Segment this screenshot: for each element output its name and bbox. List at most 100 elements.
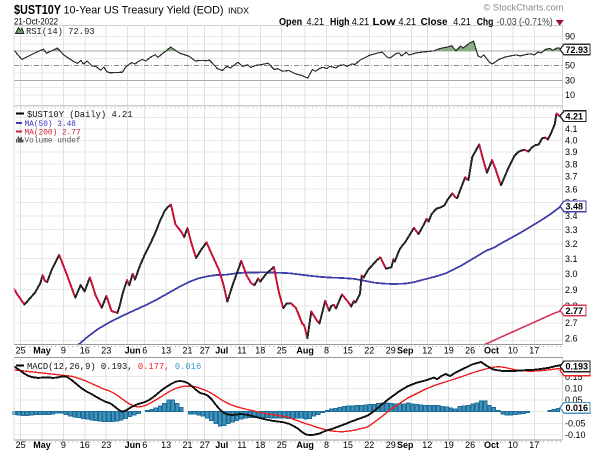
- svg-text:May: May: [33, 346, 51, 356]
- svg-text:11: 11: [237, 440, 246, 450]
- svg-text:0.193: 0.193: [566, 362, 589, 372]
- svg-text:19: 19: [444, 440, 454, 450]
- svg-text:$UST10Y (Daily) 4.21: $UST10Y (Daily) 4.21: [27, 110, 133, 120]
- svg-text:10: 10: [565, 90, 575, 100]
- svg-text:4.1: 4.1: [565, 124, 578, 134]
- svg-text:25: 25: [277, 346, 287, 356]
- svg-text:0.016: 0.016: [566, 403, 589, 413]
- svg-text:MA(200) 2.77: MA(200) 2.77: [25, 130, 81, 138]
- svg-text:6: 6: [142, 346, 147, 356]
- svg-text:6: 6: [142, 440, 147, 450]
- svg-text:3.8: 3.8: [565, 159, 578, 169]
- svg-text:23: 23: [101, 440, 111, 450]
- svg-text:(-0.71%): (-0.71%): [519, 17, 553, 28]
- svg-text:13: 13: [161, 440, 171, 450]
- svg-text:18: 18: [255, 346, 265, 356]
- svg-text:3.1: 3.1: [565, 254, 578, 264]
- svg-text:15: 15: [343, 346, 353, 356]
- svg-text:9: 9: [61, 440, 66, 450]
- svg-text:11: 11: [237, 346, 246, 356]
- svg-text:4.21: 4.21: [352, 17, 370, 28]
- svg-text:3.9: 3.9: [565, 147, 578, 157]
- svg-text:Aug: Aug: [296, 346, 314, 356]
- svg-text:0.05: 0.05: [565, 395, 583, 405]
- svg-text:2.7: 2.7: [565, 318, 578, 328]
- svg-text:0.10: 0.10: [565, 383, 583, 393]
- svg-text:-0.10: -0.10: [565, 430, 586, 440]
- svg-text:22: 22: [364, 440, 374, 450]
- svg-text:Aug: Aug: [296, 440, 314, 450]
- svg-text:17: 17: [529, 440, 539, 450]
- svg-text:3.48: 3.48: [566, 202, 584, 212]
- svg-text:$UST10Y: $UST10Y: [14, 3, 62, 17]
- svg-text:Jun: Jun: [125, 440, 141, 450]
- svg-text:12: 12: [422, 440, 432, 450]
- svg-text:Jul: Jul: [215, 440, 228, 450]
- svg-text:72.93: 72.93: [566, 45, 589, 55]
- svg-text:Open: Open: [279, 17, 302, 28]
- svg-text:21: 21: [182, 440, 192, 450]
- svg-text:3.2: 3.2: [565, 239, 578, 249]
- svg-text:3.6: 3.6: [565, 184, 578, 194]
- svg-text:27: 27: [200, 346, 210, 356]
- svg-text:50: 50: [565, 61, 575, 71]
- svg-text:12: 12: [422, 346, 432, 356]
- svg-text:2.6: 2.6: [565, 334, 578, 344]
- svg-text:MA(50) 3.48: MA(50) 3.48: [25, 121, 77, 129]
- svg-text:Chg: Chg: [477, 17, 494, 28]
- svg-text:4.21: 4.21: [566, 112, 584, 122]
- svg-text:© StockCharts.com: © StockCharts.com: [484, 3, 564, 14]
- svg-text:16: 16: [80, 440, 90, 450]
- svg-text:8: 8: [324, 346, 329, 356]
- svg-text:INDX: INDX: [228, 6, 249, 16]
- svg-text:Sep: Sep: [397, 440, 414, 450]
- svg-text:4.21: 4.21: [399, 17, 417, 28]
- svg-text:Sep: Sep: [397, 346, 414, 356]
- svg-text:RSI(14) 72.93: RSI(14) 72.93: [26, 27, 95, 37]
- svg-text:10: 10: [508, 346, 518, 356]
- svg-text:25: 25: [16, 346, 26, 356]
- svg-text:Volume undef: Volume undef: [25, 138, 81, 146]
- svg-text:29: 29: [386, 440, 396, 450]
- svg-text:3.3: 3.3: [565, 225, 578, 235]
- svg-text:13: 13: [161, 346, 171, 356]
- svg-text:16: 16: [80, 346, 90, 356]
- svg-text:22: 22: [364, 346, 374, 356]
- svg-text:27: 27: [200, 440, 210, 450]
- svg-text:25: 25: [277, 440, 287, 450]
- svg-text:4.21: 4.21: [453, 17, 471, 28]
- svg-text:Close: Close: [421, 17, 448, 28]
- svg-text:Jul: Jul: [215, 346, 228, 356]
- svg-text:0.15: 0.15: [565, 372, 583, 382]
- svg-text:29: 29: [386, 346, 396, 356]
- svg-text:26: 26: [465, 440, 475, 450]
- svg-text:Low: Low: [373, 17, 396, 28]
- svg-text:17: 17: [529, 346, 539, 356]
- svg-text:Oct: Oct: [484, 440, 499, 450]
- svg-text:10: 10: [508, 440, 518, 450]
- svg-text:30: 30: [565, 75, 575, 85]
- svg-text:Oct: Oct: [484, 346, 499, 356]
- svg-text:25: 25: [16, 440, 26, 450]
- svg-text:High: High: [330, 17, 350, 28]
- svg-text:May: May: [33, 440, 51, 450]
- svg-text:4.21: 4.21: [307, 17, 325, 28]
- svg-text:10-Year US Treasury Yield (EOD: 10-Year US Treasury Yield (EOD): [64, 5, 224, 17]
- svg-text:21-Oct-2022: 21-Oct-2022: [14, 17, 58, 28]
- svg-text:9: 9: [61, 346, 66, 356]
- svg-text:26: 26: [465, 346, 475, 356]
- svg-text:3.0: 3.0: [565, 269, 578, 279]
- svg-text:2.9: 2.9: [565, 285, 578, 295]
- svg-text:Jun: Jun: [125, 346, 141, 356]
- svg-text:18: 18: [255, 440, 265, 450]
- svg-text:3.4: 3.4: [565, 211, 578, 221]
- svg-text:4.0: 4.0: [565, 135, 578, 145]
- svg-text:2.77: 2.77: [566, 306, 584, 316]
- svg-text:MACD(12,26,9) 0.193, 0.177, 0.: MACD(12,26,9) 0.193, 0.177, 0.016: [27, 362, 201, 372]
- svg-text:90: 90: [565, 32, 575, 42]
- svg-text:3.7: 3.7: [565, 172, 578, 182]
- svg-text:21: 21: [182, 346, 192, 356]
- svg-text:-0.03: -0.03: [497, 17, 517, 28]
- svg-text:23: 23: [101, 346, 111, 356]
- svg-text:8: 8: [324, 440, 329, 450]
